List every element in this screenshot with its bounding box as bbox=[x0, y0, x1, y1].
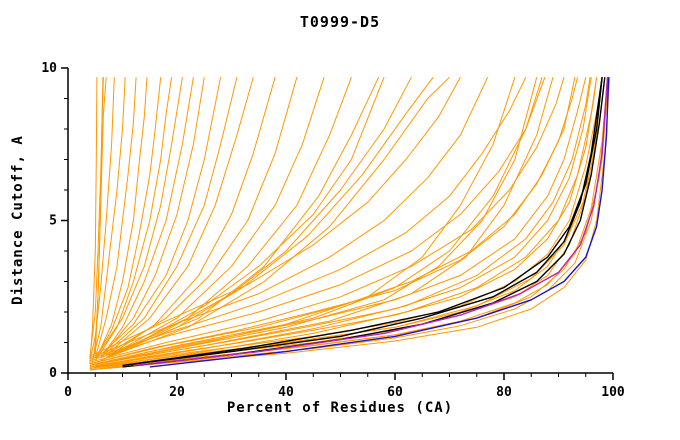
series-line-orange bbox=[89, 76, 461, 357]
series-line-magenta bbox=[133, 77, 609, 367]
x-axis-label: Percent of Residues (CA) bbox=[226, 400, 454, 416]
x-tick-label: 0 bbox=[64, 385, 72, 400]
series-line-orange bbox=[105, 77, 254, 356]
series-line-orange bbox=[95, 77, 591, 366]
series-line-orange bbox=[100, 77, 222, 356]
series-line-orange bbox=[92, 77, 126, 361]
series-line-orange bbox=[106, 76, 434, 359]
series-line-orange bbox=[89, 76, 489, 359]
series-line-orange bbox=[111, 77, 325, 356]
series-line-orange bbox=[89, 77, 603, 368]
series-line-orange bbox=[111, 76, 380, 356]
series-line-black bbox=[122, 77, 603, 367]
y-tick-label: 5 bbox=[49, 214, 57, 229]
series-line-orange bbox=[106, 76, 450, 359]
series-line-orange bbox=[92, 77, 107, 364]
series-line-orange bbox=[95, 77, 554, 365]
series-line-orange bbox=[89, 76, 527, 360]
series-line-orange bbox=[100, 77, 238, 359]
series-line-orange bbox=[89, 77, 98, 364]
series-line-orange bbox=[89, 77, 115, 361]
series-line-orange bbox=[105, 77, 298, 356]
series-line-orange bbox=[94, 77, 148, 362]
series-line-orange bbox=[94, 77, 183, 359]
series-line-orange bbox=[89, 77, 565, 363]
y-tick-label: 10 bbox=[41, 61, 57, 76]
x-tick-label: 40 bbox=[278, 385, 294, 400]
x-tick-label: 20 bbox=[169, 385, 185, 400]
y-tick-label: 0 bbox=[49, 366, 57, 381]
series-line-orange bbox=[95, 77, 598, 368]
series-line-orange bbox=[100, 77, 194, 359]
series-line-orange bbox=[100, 77, 205, 359]
series-line-orange bbox=[100, 76, 412, 359]
series-line-orange bbox=[89, 77, 576, 365]
x-tick-label: 60 bbox=[387, 385, 403, 400]
series-line-orange bbox=[100, 77, 385, 362]
series-line-orange bbox=[89, 77, 610, 371]
series-line-orange bbox=[89, 77, 587, 366]
chart-title: T0999-D5 bbox=[299, 13, 381, 31]
series-line-orange bbox=[89, 77, 579, 365]
series-line-orange bbox=[89, 77, 592, 366]
series-line-orange bbox=[94, 77, 162, 359]
x-tick-label: 100 bbox=[601, 385, 625, 400]
x-tick-label: 80 bbox=[496, 385, 512, 400]
series-line-orange bbox=[94, 77, 173, 362]
series-line-orange bbox=[94, 77, 137, 358]
series-line-orange bbox=[95, 77, 516, 365]
series-line-blue bbox=[149, 77, 610, 368]
series-line-orange bbox=[89, 77, 546, 362]
series-line-black bbox=[133, 77, 603, 365]
